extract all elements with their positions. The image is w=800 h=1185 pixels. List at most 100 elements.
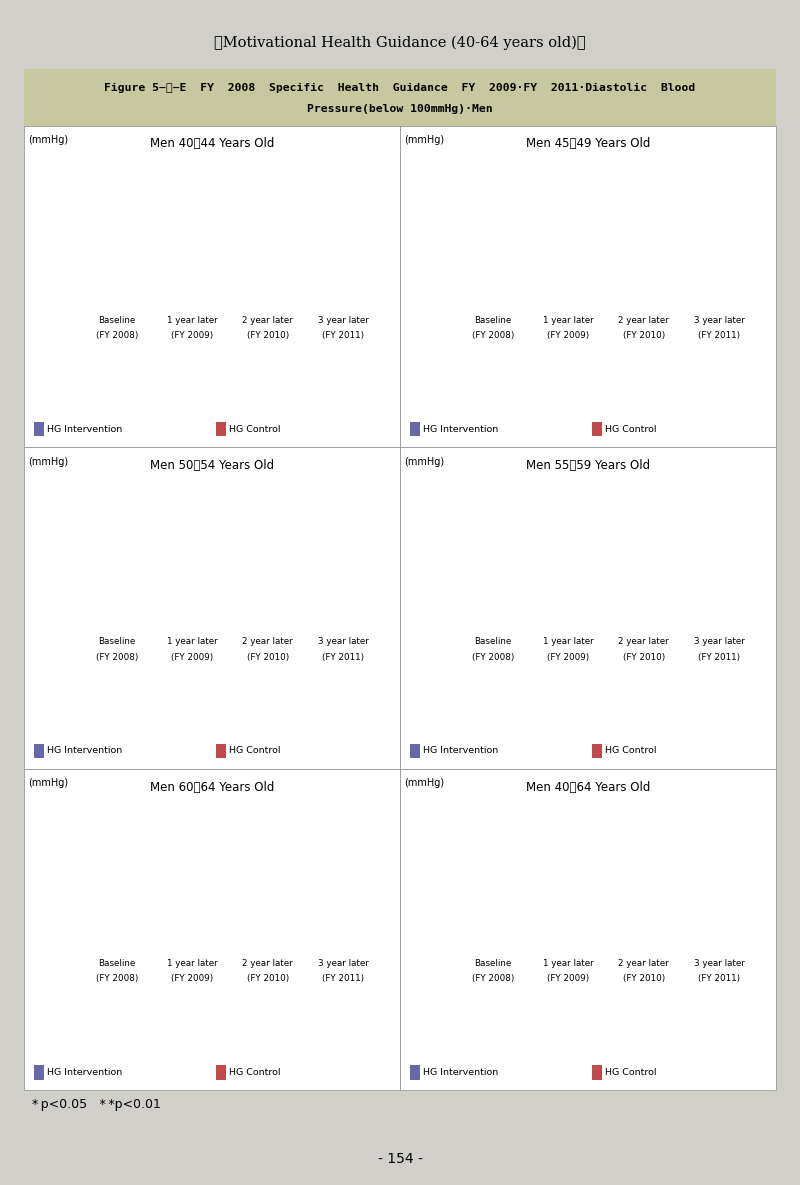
Bar: [644, 897, 666, 1185]
Bar: [568, 569, 591, 1185]
Bar: [470, 581, 493, 1185]
Text: *: *: [190, 885, 195, 898]
Text: Baseline: Baseline: [474, 959, 512, 968]
Text: * *: * *: [635, 882, 652, 895]
Text: (FY 2011): (FY 2011): [698, 331, 740, 340]
Text: 1 year later: 1 year later: [543, 959, 594, 968]
Bar: [170, 588, 192, 1185]
Bar: [568, 257, 591, 987]
Text: (FY 2010): (FY 2010): [246, 974, 289, 984]
Text: (FY 2009): (FY 2009): [171, 653, 214, 661]
Text: HG Intervention: HG Intervention: [47, 425, 122, 434]
Text: HG Control: HG Control: [229, 425, 281, 434]
Bar: [321, 928, 343, 1185]
Text: * *: * *: [334, 888, 351, 901]
Bar: [117, 584, 139, 1185]
Text: HG Intervention: HG Intervention: [423, 1068, 498, 1077]
Bar: [192, 267, 215, 987]
Bar: [268, 581, 290, 1185]
Bar: [493, 904, 515, 1185]
Text: (mmHg): (mmHg): [28, 779, 68, 788]
Text: (FY 2011): (FY 2011): [322, 331, 364, 340]
Text: 3 year later: 3 year later: [318, 315, 369, 325]
Text: HG Control: HG Control: [605, 747, 657, 755]
Bar: [493, 578, 515, 1185]
Text: (FY 2009): (FY 2009): [171, 974, 214, 984]
Text: (mmHg): (mmHg): [28, 456, 68, 467]
Text: HG Intervention: HG Intervention: [423, 747, 498, 755]
Bar: [697, 924, 719, 1185]
Bar: [268, 904, 290, 1185]
Bar: [94, 914, 117, 1185]
Text: 1 year later: 1 year later: [167, 959, 218, 968]
Text: (FY 2008): (FY 2008): [96, 653, 138, 661]
Bar: [568, 897, 591, 1185]
Text: *: *: [566, 555, 571, 568]
Text: * *: * *: [710, 239, 727, 252]
Text: *: *: [190, 252, 195, 265]
Text: (mmHg): (mmHg): [404, 135, 444, 145]
Text: 2 year later: 2 year later: [618, 638, 669, 646]
Bar: [192, 583, 215, 1185]
Text: HG Intervention: HG Intervention: [423, 425, 498, 434]
Text: Men 60～64 Years Old: Men 60～64 Years Old: [150, 781, 274, 794]
Text: * *: * *: [635, 239, 652, 252]
Text: HG Control: HG Control: [229, 747, 281, 755]
Text: 3 year later: 3 year later: [694, 638, 745, 646]
Text: 3 year later: 3 year later: [694, 315, 745, 325]
Text: - 154 -: - 154 -: [378, 1152, 422, 1166]
Text: Men 40～44 Years Old: Men 40～44 Years Old: [150, 137, 274, 150]
Text: (FY 2008): (FY 2008): [96, 974, 138, 984]
Text: * *: * *: [710, 880, 727, 893]
Text: (FY 2009): (FY 2009): [547, 331, 590, 340]
Text: (FY 2011): (FY 2011): [322, 974, 364, 984]
Text: 1 year later: 1 year later: [543, 315, 594, 325]
Bar: [644, 254, 666, 987]
Text: 2 year later: 2 year later: [242, 315, 293, 325]
Text: (FY 2008): (FY 2008): [96, 331, 138, 340]
Bar: [719, 569, 742, 1185]
Text: (FY 2008): (FY 2008): [472, 974, 514, 984]
Text: Baseline: Baseline: [98, 638, 136, 646]
Text: Men 45～49 Years Old: Men 45～49 Years Old: [526, 137, 650, 150]
Bar: [192, 899, 215, 1185]
Bar: [719, 895, 742, 1185]
Text: (FY 2009): (FY 2009): [547, 974, 590, 984]
Text: (FY 2010): (FY 2010): [246, 331, 289, 340]
Bar: [245, 923, 268, 1185]
Text: Baseline: Baseline: [474, 315, 512, 325]
Text: (mmHg): (mmHg): [28, 135, 68, 145]
Text: *: *: [265, 890, 270, 903]
Text: (mmHg): (mmHg): [404, 456, 444, 467]
Text: 1 year later: 1 year later: [167, 315, 218, 325]
Text: 2 year later: 2 year later: [618, 315, 669, 325]
Text: (FY 2009): (FY 2009): [171, 331, 214, 340]
Bar: [719, 254, 742, 987]
Bar: [697, 589, 719, 1185]
Text: Men 55～59 Years Old: Men 55～59 Years Old: [526, 459, 650, 472]
Text: *: *: [716, 555, 722, 568]
Bar: [94, 286, 117, 987]
Text: Baseline: Baseline: [98, 315, 136, 325]
Text: Men 50～54 Years Old: Men 50～54 Years Old: [150, 459, 274, 472]
Text: 2 year later: 2 year later: [242, 959, 293, 968]
Bar: [621, 918, 644, 1185]
Text: *: *: [490, 890, 496, 903]
Bar: [621, 583, 644, 1185]
Bar: [493, 269, 515, 987]
Bar: [245, 584, 268, 1185]
Bar: [697, 282, 719, 987]
Bar: [644, 576, 666, 1185]
Text: 1 year later: 1 year later: [167, 638, 218, 646]
Text: 3 year later: 3 year later: [318, 638, 369, 646]
Text: * *: * *: [334, 242, 351, 255]
Text: (FY 2011): (FY 2011): [698, 974, 740, 984]
Text: (FY 2009): (FY 2009): [547, 653, 590, 661]
Text: (FY 2010): (FY 2010): [622, 974, 665, 984]
Bar: [621, 282, 644, 987]
Bar: [343, 903, 366, 1185]
Text: 「Motivational Health Guidance (40-64 years old)」: 「Motivational Health Guidance (40-64 yea…: [214, 36, 586, 50]
Bar: [546, 289, 568, 987]
Text: (FY 2010): (FY 2010): [622, 653, 665, 661]
Text: 3 year later: 3 year later: [694, 959, 745, 968]
